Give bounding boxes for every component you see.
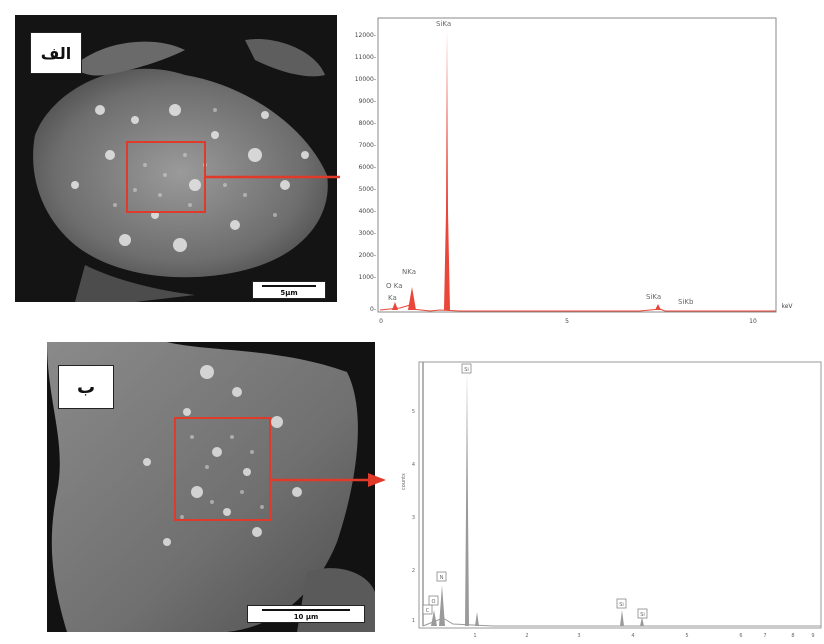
spectrum-b-xtick: 2 xyxy=(525,633,528,639)
spectrum-a-ytick: 6000- xyxy=(359,164,376,171)
spectrum-a-frame xyxy=(377,17,777,313)
highlight-box-a xyxy=(126,141,206,213)
spectrum-b-ytick: 4 xyxy=(412,462,415,468)
spectrum-b-frame xyxy=(418,361,822,629)
spectrum-b-peak-n xyxy=(439,585,445,626)
spectrum-b-peak-label: Si xyxy=(640,612,645,618)
spectrum-b-xtick: 4 xyxy=(631,633,634,639)
spectrum-a-peak-label: SiKb xyxy=(678,298,694,306)
scale-bar-a-text: 5µm xyxy=(280,289,298,297)
spectrum-b-baseline xyxy=(422,617,821,627)
spectrum-b-peak-o xyxy=(431,610,437,626)
spectrum-b-xtick: 6 xyxy=(739,633,742,639)
sem-image-a: الف 5µm xyxy=(15,15,337,302)
spectrum-a-ytick: 5000- xyxy=(359,186,376,193)
spectrum-b-peak-label: N xyxy=(440,575,444,581)
spectrum-b-ytick: 2 xyxy=(412,568,415,574)
spectrum-a-ytick: 12000- xyxy=(355,32,376,39)
panel-label-a-text: الف xyxy=(40,43,72,63)
spectrum-a-x-unit: keV xyxy=(781,303,793,310)
spectrum-b-y-ticks: 5 4 3 2 1 xyxy=(412,409,415,624)
spectrum-b-peak-label: O xyxy=(432,599,436,605)
spectrum-a-ytick: 3000- xyxy=(359,230,376,237)
spectrum-b-peak-si2 xyxy=(620,610,624,626)
panel-label-b-text: ب xyxy=(76,376,96,398)
scale-bar-a: 5µm xyxy=(252,281,326,299)
spectrum-a-ytick: 11000- xyxy=(355,54,376,61)
spectrum-a-peak-label: Ka xyxy=(388,294,397,302)
spectrum-a-xtick: 0 xyxy=(379,318,383,325)
spectrum-a-ytick: 4000- xyxy=(359,208,376,215)
spectrum-b-xtick: 9 xyxy=(811,633,814,639)
spectrum-b-xtick: 3 xyxy=(577,633,580,639)
spectrum-b-y-axis-label: counts xyxy=(401,473,407,490)
spectrum-a-peak-o xyxy=(392,302,398,310)
spectrum-b-x-ticks: 1 2 3 4 5 6 7 8 9 xyxy=(473,633,814,639)
spectrum-b-ytick: 3 xyxy=(412,515,415,521)
spectrum-a-peak-label: NKa xyxy=(402,268,416,276)
sem-image-b: ب 10 µm xyxy=(47,342,375,632)
spectrum-a-plot: 12000- 11000- 10000- 9000- 8000- 7000- 6… xyxy=(355,17,793,325)
scale-bar-b-text: 10 µm xyxy=(293,613,319,621)
spectrum-a-peak-label: SiKa xyxy=(646,293,661,301)
spectrum-b-peak-label: C xyxy=(426,608,430,614)
spectrum-a-ytick: 8000- xyxy=(359,120,376,127)
spectrum-b-ytick: 5 xyxy=(412,409,415,415)
scale-bar-a-line xyxy=(261,285,317,287)
spectrum-a-peak-label: O Ka xyxy=(386,282,403,290)
spectrum-b-peak-labels: Si N O C Si Si xyxy=(422,363,648,619)
spectrum-b-peak-c xyxy=(475,612,479,626)
spectrum-a-y-ticks: 12000- 11000- 10000- 9000- 8000- 7000- 6… xyxy=(355,32,376,313)
spectrum-a-peak-labels: SiKa NKa O Ka Ka SiKa SiKb xyxy=(386,20,694,306)
spectrum-b-xtick: 8 xyxy=(791,633,794,639)
spectrum-a-peak-si xyxy=(444,30,450,310)
spectrum-b-plot: 5 4 3 2 1 counts 1 2 3 4 5 6 7 8 9 xyxy=(401,361,822,639)
spectrum-a-ytick: 0- xyxy=(370,306,376,313)
spectrum-a-peak-n xyxy=(408,287,416,310)
sem-image-b-texture xyxy=(47,342,375,632)
spectrum-a: 12000- 11000- 10000- 9000- 8000- 7000- 6… xyxy=(340,12,795,340)
spectrum-b: 5 4 3 2 1 counts 1 2 3 4 5 6 7 8 9 xyxy=(393,360,824,640)
spectrum-a-xtick: 10 xyxy=(749,318,757,325)
spectrum-a-ytick: 2000- xyxy=(359,252,376,259)
spectrum-a-ytick: 7000- xyxy=(359,142,376,149)
spectrum-a-peak-label: SiKa xyxy=(436,20,451,28)
spectrum-b-peak-si xyxy=(465,370,469,626)
spectrum-b-peak-label: Si xyxy=(464,367,469,373)
spectrum-b-xtick: 5 xyxy=(685,633,688,639)
spectrum-b-peak-si3 xyxy=(640,617,644,626)
highlight-box-b xyxy=(174,417,271,521)
panel-label-a: الف xyxy=(30,32,82,74)
spectrum-b-ytick: 1 xyxy=(412,618,415,624)
spectrum-b-xtick: 1 xyxy=(473,633,476,639)
spectrum-a-ytick: 9000- xyxy=(359,98,376,105)
scale-bar-b: 10 µm xyxy=(247,605,365,623)
spectrum-a-xtick: 5 xyxy=(565,318,569,325)
arrow-b xyxy=(270,473,386,487)
spectrum-a-x-ticks: 0 5 10 keV xyxy=(379,303,793,325)
spectrum-a-ytick: 1000- xyxy=(359,274,376,281)
spectrum-b-xtick: 7 xyxy=(763,633,766,639)
spectrum-b-peak-label: Si xyxy=(619,602,624,608)
spectrum-a-baseline xyxy=(379,304,776,312)
scale-bar-b-line xyxy=(261,609,351,611)
spectrum-a-ytick: 10000- xyxy=(355,76,376,83)
panel-label-b: ب xyxy=(58,365,114,409)
spectrum-a-peak-si2 xyxy=(655,304,661,310)
